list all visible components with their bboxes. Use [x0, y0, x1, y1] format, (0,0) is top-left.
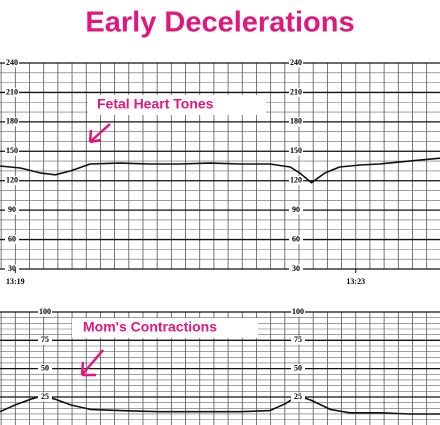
y-tick-label: 50: [41, 363, 49, 372]
y-tick-label: 90: [292, 205, 300, 214]
tick-bg: [289, 205, 303, 215]
tick-bg: [291, 392, 305, 402]
y-tick-label: 210: [290, 87, 302, 96]
y-tick-label: 150: [290, 146, 302, 155]
tick-bg: [5, 58, 19, 68]
tick-bg: [289, 235, 303, 245]
tick-bg: [5, 117, 19, 127]
y-tick-label: 120: [6, 176, 18, 185]
x-tick-label: 13:19: [6, 277, 25, 286]
y-tick-label: 180: [290, 117, 302, 126]
tick-bg: [289, 176, 303, 186]
y-tick-label: 90: [8, 205, 16, 214]
trace: [0, 395, 440, 415]
y-tick-label: 180: [6, 117, 18, 126]
arrows: [80, 123, 111, 377]
x-tick-label: 13:23: [346, 277, 365, 286]
tick-bg: [289, 87, 303, 97]
page-title: Early Decelerations: [85, 7, 354, 39]
y-tick-label: 60: [8, 234, 16, 243]
tick-bg: [5, 205, 19, 215]
y-tick-label: 30: [292, 264, 300, 273]
tick-bg: [289, 146, 303, 156]
tick-bg: [5, 87, 19, 97]
y-tick-label: 240: [290, 58, 302, 67]
tick-bg: [289, 58, 303, 68]
y-tick-label: 150: [6, 146, 18, 155]
y-tick-label: 100: [292, 307, 304, 316]
tick-bg: [5, 176, 19, 186]
tick-bg: [5, 235, 19, 245]
arrow: [80, 349, 104, 377]
y-tick-label: 240: [6, 58, 18, 67]
annotation-box: [88, 95, 266, 115]
y-tick-label: 30: [8, 264, 16, 273]
annotation-box: [72, 318, 258, 338]
tick-bg: [38, 307, 52, 317]
tick-bg: [291, 364, 305, 374]
tick-bg: [291, 335, 305, 345]
tick-bg: [289, 264, 303, 274]
tick-bg: [5, 146, 19, 156]
y-tick-label: 50: [294, 363, 302, 372]
y-tick-label: 100: [39, 307, 51, 316]
y-tick-label: 120: [290, 176, 302, 185]
arrow: [88, 123, 111, 144]
y-tick-label: 75: [294, 335, 302, 344]
tick-bg: [38, 335, 52, 345]
y-tick-label: 75: [41, 335, 49, 344]
trace: [0, 157, 440, 184]
tick-bg: [291, 307, 305, 317]
tick-bg: [289, 117, 303, 127]
annotation: Mom's Contractions: [83, 319, 217, 335]
y-tick-label: 210: [6, 87, 18, 96]
y-tick-label: 25: [41, 392, 49, 401]
annotation: Fetal Heart Tones: [97, 96, 214, 112]
y-tick-label: 60: [292, 234, 300, 243]
tick-bg: [5, 264, 19, 274]
y-tick-label: 25: [294, 392, 302, 401]
tick-bg: [38, 392, 52, 402]
tick-bg: [38, 364, 52, 374]
